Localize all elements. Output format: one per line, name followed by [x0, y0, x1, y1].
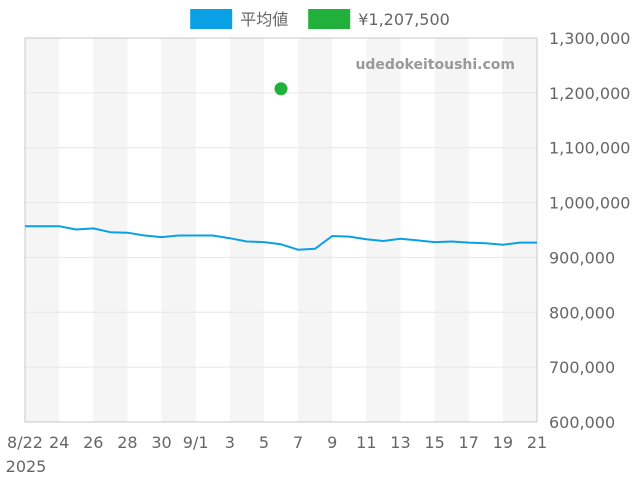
band [502, 38, 537, 422]
y-axis: 1,300,000 1,200,000 1,100,000 1,000,000 900,… [549, 29, 630, 432]
legend-item-price[interactable]: ¥1,207,500 [308, 9, 450, 29]
watermark: udedokeitoushi.com [355, 57, 515, 73]
legend-label-average: 平均値 [240, 10, 288, 29]
alternating-bands [25, 38, 537, 422]
series-point-price [274, 82, 288, 96]
x-tick-label: 9/1 [183, 433, 209, 452]
legend-item-average[interactable]: 平均値 [190, 9, 288, 29]
series-line-average [25, 225, 537, 251]
x-tick-label: 13 [390, 433, 410, 452]
plot-border [24, 37, 538, 423]
legend-swatch-price [308, 9, 351, 29]
x-tick-label: 5 [259, 433, 269, 452]
band [298, 38, 333, 422]
y-tick-label: 600,000 [549, 413, 615, 432]
y-tick-label: 700,000 [549, 358, 615, 377]
series-layer [25, 82, 537, 251]
band [25, 38, 60, 422]
band [434, 38, 469, 422]
x-tick-label: 7 [293, 433, 303, 452]
x-tick-label: 28 [117, 433, 137, 452]
y-tick-label: 900,000 [549, 248, 615, 267]
band [161, 38, 196, 422]
legend-label-price: ¥1,207,500 [358, 10, 450, 29]
y-tick-label: 800,000 [549, 303, 615, 322]
x-tick-label: 3 [225, 433, 235, 452]
x-tick-label: 15 [424, 433, 444, 452]
x-tick-label: 24 [49, 433, 69, 452]
x-tick-label: 17 [459, 433, 479, 452]
band [366, 38, 401, 422]
legend-swatch-average [190, 9, 233, 29]
legend: 平均値 ¥1,207,500 [190, 9, 450, 29]
x-tick-label: 8/22 [7, 433, 43, 452]
x-tick-label: 21 [527, 433, 547, 452]
x-tick-label: 11 [356, 433, 376, 452]
x-tick-label: 26 [83, 433, 103, 452]
x-tick-label: 30 [151, 433, 171, 452]
y-tick-label: 1,200,000 [549, 84, 630, 103]
x-tick-label: 19 [493, 433, 513, 452]
x-tick-label: 9 [327, 433, 337, 452]
band [229, 38, 264, 422]
x-year-label: 2025 [6, 457, 47, 476]
y-tick-label: 1,000,000 [549, 194, 630, 213]
y-tick-label: 1,100,000 [549, 139, 630, 158]
x-axis: 8/22 24 26 28 30 9/1 3 5 7 9 11 13 15 17 19 21 [7, 433, 547, 452]
y-tick-label: 1,300,000 [549, 29, 630, 48]
